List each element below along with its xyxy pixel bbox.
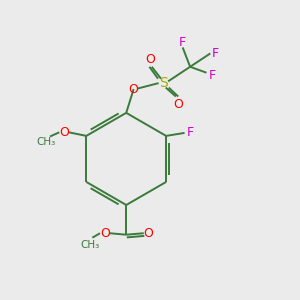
Text: O: O — [144, 227, 154, 240]
Text: CH₃: CH₃ — [37, 137, 56, 147]
Text: O: O — [129, 82, 139, 96]
Text: F: F — [186, 126, 194, 140]
Text: O: O — [59, 126, 69, 139]
Text: S: S — [159, 76, 168, 90]
Text: F: F — [209, 69, 216, 82]
Text: O: O — [145, 52, 155, 66]
Text: CH₃: CH₃ — [80, 240, 100, 250]
Text: O: O — [100, 227, 110, 240]
Text: F: F — [179, 36, 186, 49]
Text: O: O — [173, 98, 183, 111]
Text: F: F — [212, 47, 219, 60]
